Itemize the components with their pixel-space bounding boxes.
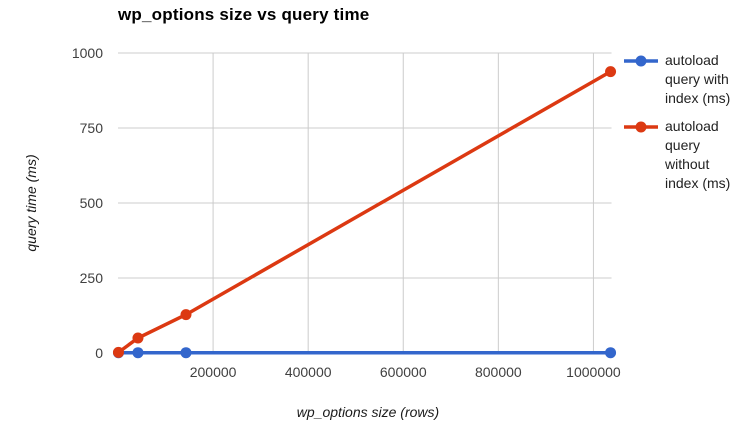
legend-label-line: index (ms) (665, 175, 731, 191)
series-1-point (180, 309, 192, 321)
y-tick-label: 0 (95, 345, 103, 361)
y-tick-label: 1000 (72, 45, 103, 61)
legend-item: autoload query without index (ms) (624, 117, 746, 193)
series-0-point (180, 347, 192, 359)
y-tick-label: 250 (80, 270, 104, 286)
chart-title: wp_options size vs query time (118, 5, 370, 24)
legend-label-line: autoload (665, 118, 719, 134)
x-axis-title: wp_options size (rows) (296, 404, 440, 420)
legend-label-line: query (665, 137, 701, 153)
legend-line-dot-icon (624, 55, 658, 67)
x-tick-label: 200000 (190, 364, 237, 380)
y-tick-label: 500 (80, 195, 104, 211)
legend-line-dot-icon (624, 121, 658, 133)
legend-item-label: autoload query with index (ms) (665, 51, 730, 108)
legend-label-line: query with (665, 71, 729, 87)
series-0-point (132, 347, 144, 359)
x-tick-label: 400000 (285, 364, 332, 380)
x-tick-label: 600000 (380, 364, 427, 380)
legend: autoload query with index (ms) autoload quer… (624, 51, 746, 202)
y-tick-label: 750 (80, 120, 104, 136)
legend-label-line: index (ms) (665, 90, 731, 106)
legend-label-line: without (665, 156, 710, 172)
x-tick-label: 1000000 (566, 364, 621, 380)
legend-item-label: autoload query without index (ms) (665, 117, 730, 193)
legend-item: autoload query with index (ms) (624, 51, 746, 108)
series-0-point (605, 347, 617, 359)
series-1-point (605, 66, 617, 78)
x-tick-label: 800000 (475, 364, 522, 380)
series-1-point (132, 332, 144, 344)
series-line-1 (117, 70, 612, 354)
series-1-point (112, 346, 124, 358)
legend-label-line: autoload (665, 52, 719, 68)
